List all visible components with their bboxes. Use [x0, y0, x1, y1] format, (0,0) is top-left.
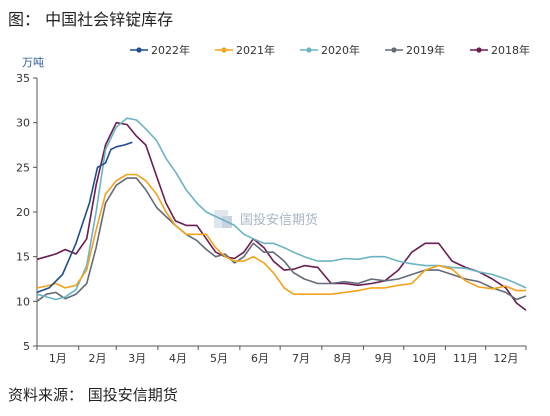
- watermark-text: 国投安信期货: [240, 212, 318, 228]
- y-axis-unit-label: 万吨: [22, 56, 44, 69]
- y-tick-label: 15: [16, 251, 30, 264]
- series-line-2022: [36, 141, 133, 294]
- watermark: 国投安信期货: [214, 210, 318, 228]
- y-tick-label: 5: [23, 340, 30, 353]
- legend-marker-2019: [391, 47, 397, 53]
- x-tick-label: 4月: [169, 352, 187, 365]
- x-tick-label: 6月: [251, 352, 269, 365]
- legend-label-2018: 2018年: [491, 43, 530, 57]
- legend-marker-2018: [476, 47, 482, 53]
- y-tick-label: 25: [16, 161, 30, 174]
- x-tick-label: 11月: [453, 352, 478, 365]
- y-tick-label: 30: [16, 117, 30, 130]
- chart-axes: 5 10 15 20 25 30 35 1月 2月 3月 4月 5月 6月 7月 8月 9月 10月 11月 12月: [16, 72, 527, 365]
- x-tick-label: 8月: [334, 352, 352, 365]
- figure-source: 资料来源： 国投安信期货: [8, 386, 178, 404]
- legend-marker-2022: [136, 47, 142, 53]
- legend-label-2020: 2020年: [321, 43, 360, 57]
- series-line-2021: [36, 173, 526, 296]
- legend-marker-2021: [221, 47, 227, 53]
- series-layer: [36, 117, 527, 311]
- x-tick-label: 12月: [493, 352, 518, 365]
- y-tick-label: 10: [16, 295, 30, 308]
- y-tick-label: 35: [16, 72, 30, 85]
- legend-marker-2020: [306, 47, 312, 53]
- legend-label-2021: 2021年: [236, 43, 275, 57]
- legend-label-2022: 2022年: [151, 43, 190, 57]
- x-tick-label: 7月: [292, 352, 310, 365]
- legend-label-2019: 2019年: [406, 43, 445, 57]
- chart-legend: 2022年 2021年 2020年 2019年 2018年: [130, 43, 530, 57]
- series-line-2020: [36, 117, 527, 301]
- y-tick-label: 20: [16, 206, 30, 219]
- x-tick-label: 10月: [412, 352, 437, 365]
- x-tick-label: 2月: [88, 352, 106, 365]
- x-tick-label: 3月: [128, 352, 146, 365]
- x-tick-label: 1月: [49, 352, 67, 365]
- figure-title: 图： 中国社会锌锭库存: [8, 10, 174, 29]
- series-line-2019: [36, 177, 527, 302]
- x-tick-label: 5月: [210, 352, 228, 365]
- x-tick-label: 9月: [375, 352, 393, 365]
